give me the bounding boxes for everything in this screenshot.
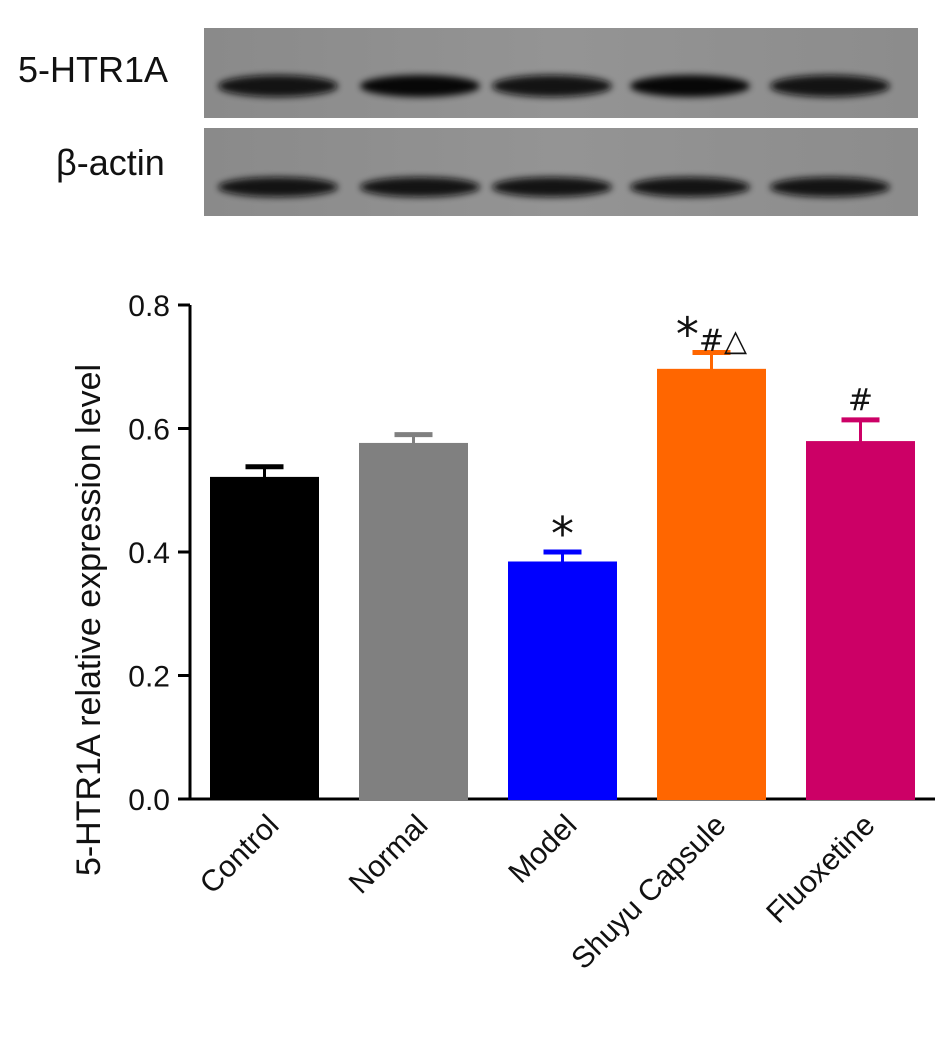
y-axis-ticks: 0.0 0.2 0.4 0.6 0.8 <box>128 290 190 817</box>
bar-fluoxetine <box>806 441 915 800</box>
significance-marker: *#△ <box>676 308 747 362</box>
y-tick-label: 0.8 <box>128 290 170 323</box>
x-tick-label: Model <box>502 809 583 890</box>
blot-band <box>630 177 750 197</box>
blot-band <box>218 75 338 97</box>
blot-bands-5htr1a <box>218 75 890 97</box>
blot-panel-5htr1a <box>204 28 918 118</box>
y-axis-title: 5-HTR1A relative expression level <box>70 364 108 876</box>
blot-band <box>492 177 612 197</box>
blot-band <box>630 75 750 97</box>
blot-label-5htr1a: 5-HTR1A <box>18 49 168 90</box>
blot-band <box>360 177 480 197</box>
x-tick-label: Shuyu Capsule <box>565 809 732 976</box>
blot-bands-beta-actin <box>218 177 890 197</box>
blot-band <box>770 75 890 97</box>
western-blot: 5-HTR1A β-actin <box>18 28 918 216</box>
bar-control <box>210 476 319 800</box>
blot-band <box>492 75 612 97</box>
significance-marker: * <box>551 507 574 561</box>
bar-normal <box>359 442 468 800</box>
x-tick-label: Control <box>194 809 286 901</box>
y-tick-label: 0.6 <box>128 414 170 447</box>
y-tick-label: 0.2 <box>128 661 170 694</box>
blot-band <box>218 177 338 197</box>
bar-shuyu-capsule <box>657 368 766 800</box>
blot-label-beta-actin: β-actin <box>56 142 165 183</box>
blot-band <box>770 177 890 197</box>
significance-marker: # <box>848 383 873 418</box>
y-tick-label: 0.0 <box>128 784 170 817</box>
blot-panel-beta-actin <box>204 128 918 216</box>
x-tick-label: Fluoxetine <box>760 809 881 930</box>
x-tick-label: Normal <box>343 809 435 901</box>
bars: * *#△ # <box>210 308 915 800</box>
bar-chart: 5-HTR1A relative expression level 0.0 0.2… <box>70 290 935 976</box>
y-tick-label: 0.4 <box>128 537 170 570</box>
blot-band <box>360 75 480 97</box>
bar-model <box>508 561 617 800</box>
